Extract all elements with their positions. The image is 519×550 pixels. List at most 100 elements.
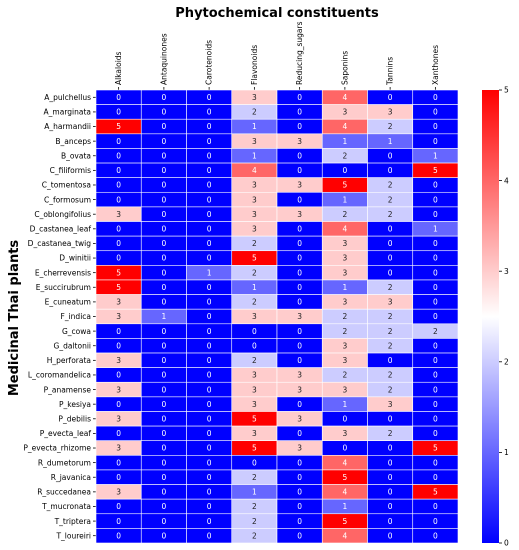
- y-tick-label: D_castanea_twig: [28, 239, 92, 248]
- cell-value-label: 0: [207, 151, 212, 160]
- y-tick-label: G_daltonii: [54, 341, 91, 350]
- cell-value-label: 0: [433, 473, 438, 482]
- y-tick-label: D_castanea_leaf: [30, 225, 92, 234]
- y-tick-label: R_javanica: [51, 473, 91, 482]
- cell-value-label: 0: [342, 444, 347, 453]
- cell-value-label: 0: [161, 414, 166, 423]
- y-tick-label: B_ovata: [61, 151, 91, 160]
- cell-value-label: 0: [207, 254, 212, 263]
- y-tick-label: E_succirubrum: [36, 283, 91, 292]
- cell-value-label: 0: [388, 239, 393, 248]
- cell-value-label: 0: [297, 327, 302, 336]
- cell-value-label: 0: [161, 283, 166, 292]
- cell-value-label: 1: [207, 268, 212, 277]
- cell-value-label: 3: [342, 356, 347, 365]
- cell-value-label: 0: [207, 531, 212, 540]
- cell-value-label: 0: [161, 356, 166, 365]
- x-tick-label: Xanthones: [431, 45, 440, 85]
- cell-value-label: 0: [116, 137, 121, 146]
- cell-value-label: 0: [116, 151, 121, 160]
- cell-value-label: 1: [161, 312, 166, 321]
- row-labels: A_pulchellus A_marginata A_harmandii B_ance…: [23, 93, 96, 540]
- y-tick-label: H_perforata: [47, 356, 91, 365]
- cell-value-label: 0: [207, 429, 212, 438]
- heatmap-cells: 0 0 0 3 0 4 0 0 0 0 0 2 0 3 3 0 5 0 0 1 0 4 2 0 0 0 0 3 3 1 1 0 0 0 0 1 0 2 0 1…: [95, 89, 459, 544]
- cell-value-label: 0: [388, 414, 393, 423]
- cell-value-label: 2: [252, 356, 257, 365]
- cell-value-label: 0: [433, 239, 438, 248]
- cell-value-label: 0: [207, 458, 212, 467]
- cell-value-label: 1: [252, 488, 257, 497]
- colorbar-tick-label: 2: [504, 358, 509, 367]
- cell-value-label: 0: [161, 400, 166, 409]
- cell-value-label: 0: [161, 458, 166, 467]
- cell-value-label: 0: [433, 531, 438, 540]
- cell-value-label: 0: [207, 371, 212, 380]
- cell-value-label: 0: [297, 429, 302, 438]
- cell-value-label: 4: [342, 225, 347, 234]
- cell-value-label: 0: [161, 122, 166, 131]
- cell-value-label: 0: [433, 458, 438, 467]
- cell-value-label: 3: [342, 385, 347, 394]
- cell-value-label: 3: [297, 137, 302, 146]
- cell-value-label: 1: [342, 137, 347, 146]
- cell-value-label: 0: [161, 531, 166, 540]
- cell-value-label: 0: [207, 122, 212, 131]
- cell-value-label: 0: [297, 93, 302, 102]
- cell-value-label: 0: [207, 137, 212, 146]
- cell-value-label: 0: [433, 312, 438, 321]
- cell-value-label: 2: [252, 268, 257, 277]
- cell-value-label: 0: [297, 517, 302, 526]
- cell-value-label: 2: [388, 195, 393, 204]
- cell-value-label: 0: [161, 473, 166, 482]
- cell-value-label: 0: [433, 254, 438, 263]
- y-tick-label: A_harmandii: [44, 122, 91, 131]
- y-tick-label: C_tomentosa: [42, 181, 91, 190]
- x-tick-label: Reducing_sugars: [295, 21, 304, 85]
- cell-value-label: 0: [252, 341, 257, 350]
- y-tick-label: D_winitii: [59, 254, 91, 263]
- cell-value-label: 0: [388, 225, 393, 234]
- cell-value-label: 3: [252, 181, 257, 190]
- heatmap-cell: [412, 528, 459, 544]
- cell-value-label: 3: [252, 429, 257, 438]
- cell-value-label: 1: [433, 225, 438, 234]
- cell-value-label: 0: [116, 531, 121, 540]
- cell-value-label: 3: [297, 414, 302, 423]
- cell-value-label: 3: [116, 414, 121, 423]
- cell-value-label: 3: [252, 371, 257, 380]
- column-labels: Alkaloids Antaquinones Carotenoids Flavonoi…: [114, 21, 440, 90]
- cell-value-label: 0: [207, 312, 212, 321]
- cell-value-label: 0: [433, 195, 438, 204]
- cell-value-label: 0: [433, 400, 438, 409]
- cell-value-label: 5: [433, 488, 438, 497]
- cell-value-label: 0: [297, 122, 302, 131]
- colorbar-tick-label: 5: [504, 86, 509, 95]
- cell-value-label: 0: [297, 531, 302, 540]
- colorbar-tick-label: 3: [504, 267, 509, 276]
- cell-value-label: 0: [433, 414, 438, 423]
- cell-value-label: 0: [297, 239, 302, 248]
- cell-value-label: 0: [388, 502, 393, 511]
- cell-value-label: 3: [342, 239, 347, 248]
- cell-value-label: 3: [388, 400, 393, 409]
- cell-value-label: 4: [342, 531, 347, 540]
- cell-value-label: 2: [342, 210, 347, 219]
- cell-value-label: 2: [388, 327, 393, 336]
- cell-value-label: 0: [116, 371, 121, 380]
- cell-value-label: 0: [252, 458, 257, 467]
- cell-value-label: 0: [161, 181, 166, 190]
- cell-value-label: 0: [207, 488, 212, 497]
- cell-value-label: 0: [116, 166, 121, 175]
- x-tick-label: Saponins: [340, 51, 349, 85]
- cell-value-label: 0: [297, 458, 302, 467]
- cell-value-label: 0: [433, 108, 438, 117]
- colorbar-tick-label: 0: [504, 539, 509, 548]
- cell-value-label: 0: [161, 166, 166, 175]
- cell-value-label: 5: [252, 254, 257, 263]
- cell-value-label: 0: [116, 108, 121, 117]
- cell-value-label: 2: [388, 181, 393, 190]
- cell-value-label: 0: [207, 356, 212, 365]
- y-tick-label: A_marginata: [44, 108, 91, 117]
- cell-value-label: 0: [207, 283, 212, 292]
